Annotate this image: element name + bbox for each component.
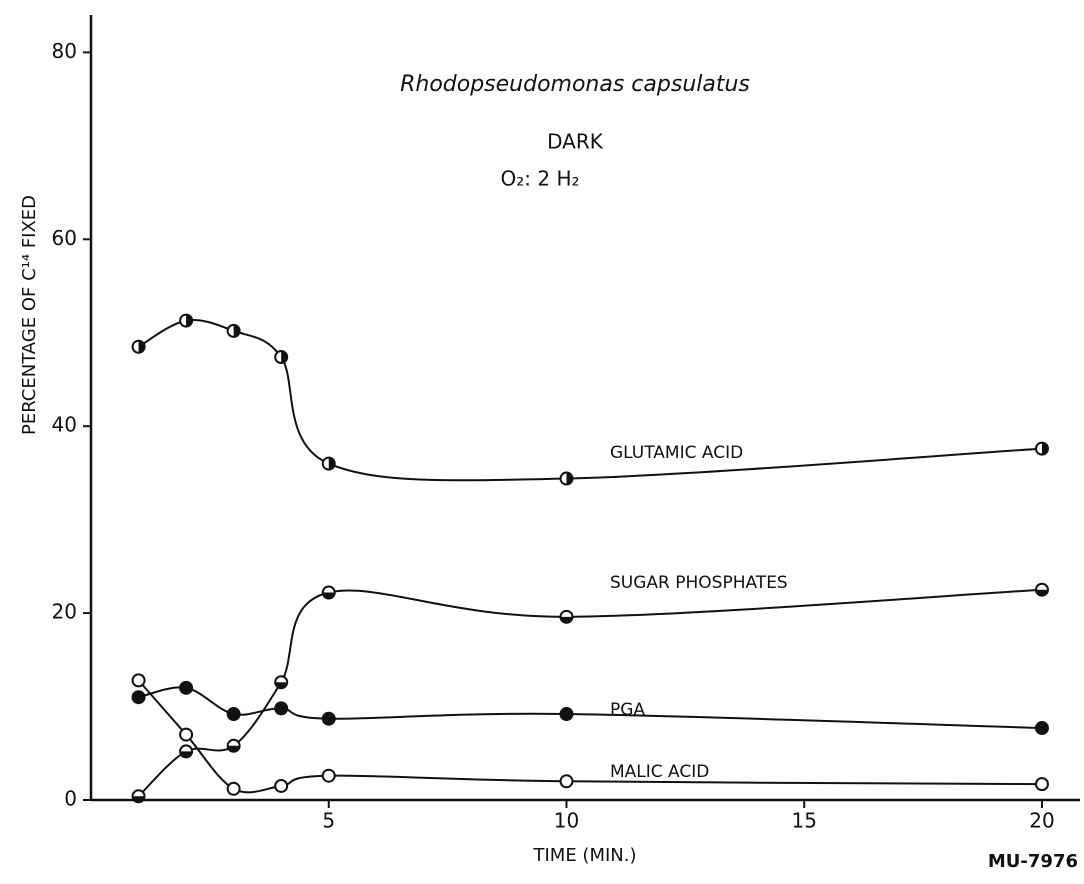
marker-part — [321, 711, 336, 726]
x-tick-label: 10 — [554, 809, 579, 833]
marker-part — [1034, 721, 1049, 736]
series-line — [137, 588, 1043, 797]
marker-part — [226, 781, 241, 796]
marker-part — [227, 745, 240, 752]
marker-part — [559, 774, 574, 789]
marker-part — [131, 673, 146, 688]
data-point — [179, 313, 194, 328]
series-line — [138, 319, 1043, 482]
series-label: SUGAR PHOSPHATES — [610, 573, 788, 593]
y-tick-label: 80 — [52, 39, 77, 63]
data-point — [321, 585, 336, 600]
marker-part — [1035, 589, 1048, 596]
marker-part — [1034, 777, 1049, 792]
marker-part — [131, 690, 146, 705]
data-point — [274, 675, 289, 690]
marker-part — [328, 457, 335, 470]
marker-part — [566, 472, 573, 485]
x-axis-label: TIME (MIN.) — [533, 845, 637, 866]
marker-part — [274, 778, 289, 793]
marker-part — [275, 682, 288, 689]
marker-part — [180, 751, 193, 758]
series-line — [137, 679, 1042, 794]
y-tick-label: 20 — [52, 600, 77, 624]
marker-part — [179, 680, 194, 695]
annotation: MU-7976 — [988, 851, 1078, 872]
marker-part — [1041, 442, 1048, 455]
marker-part — [321, 768, 336, 783]
marker-part — [233, 324, 240, 337]
data-point — [131, 339, 146, 354]
marker-part — [138, 340, 145, 353]
data-point — [131, 673, 146, 688]
data-point — [321, 711, 336, 726]
x-tick-label: 15 — [791, 809, 816, 833]
series-label: GLUTAMIC ACID — [610, 443, 743, 463]
series-label: PGA — [610, 700, 645, 720]
data-point — [559, 707, 574, 722]
x-tick-label: 20 — [1029, 809, 1054, 833]
marker-part — [281, 351, 288, 364]
data-point — [226, 323, 241, 338]
y-tick-label: 0 — [64, 787, 77, 811]
chart-title: Rhodopseudomonas capsulatus — [400, 72, 750, 97]
marker-part — [132, 796, 145, 803]
data-point — [274, 701, 289, 716]
data-point — [1034, 441, 1049, 456]
x-tick-label: 5 — [322, 809, 335, 833]
data-point — [226, 707, 241, 722]
series-label: MALIC ACID — [610, 762, 709, 782]
y-tick-label: 60 — [52, 226, 77, 250]
data-point — [274, 350, 289, 365]
annotation: DARK — [547, 130, 604, 154]
data-point — [274, 778, 289, 793]
marker-part — [179, 727, 194, 742]
data-point — [559, 471, 574, 486]
y-tick-label: 40 — [52, 413, 77, 437]
data-point — [179, 727, 194, 742]
marker-part — [226, 707, 241, 722]
data-point — [131, 789, 146, 804]
data-point — [179, 680, 194, 695]
data-point — [1034, 721, 1049, 736]
data-point — [1034, 582, 1049, 597]
data-point — [321, 456, 336, 471]
data-point — [1034, 777, 1049, 792]
y-axis-label: PERCENTAGE OF C¹⁴ FIXED — [19, 195, 40, 435]
data-point — [559, 774, 574, 789]
marker-part — [322, 592, 335, 599]
marker-part — [274, 701, 289, 716]
marker-part — [186, 314, 193, 327]
data-point — [559, 609, 574, 624]
data-point — [131, 690, 146, 705]
annotation: O₂: 2 H₂ — [501, 167, 580, 191]
data-point — [226, 781, 241, 796]
data-point — [179, 744, 194, 759]
data-point — [226, 738, 241, 753]
marker-part — [559, 707, 574, 722]
marker-part — [560, 616, 573, 623]
data-point — [321, 768, 336, 783]
